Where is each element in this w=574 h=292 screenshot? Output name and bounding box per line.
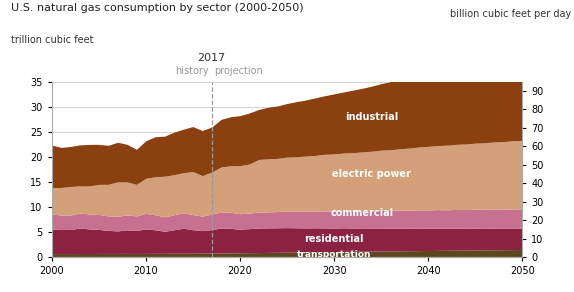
Text: industrial: industrial: [345, 112, 398, 122]
Text: trillion cubic feet: trillion cubic feet: [11, 35, 94, 45]
Text: billion cubic feet per day: billion cubic feet per day: [450, 9, 571, 19]
Text: electric power: electric power: [332, 169, 411, 179]
Text: 2017: 2017: [197, 53, 226, 63]
Text: residential: residential: [304, 234, 364, 244]
Text: history: history: [175, 66, 209, 76]
Text: projection: projection: [215, 66, 263, 76]
Text: transportation: transportation: [297, 250, 371, 259]
Text: commercial: commercial: [331, 208, 394, 218]
Text: U.S. natural gas consumption by sector (2000-2050): U.S. natural gas consumption by sector (…: [11, 3, 304, 13]
